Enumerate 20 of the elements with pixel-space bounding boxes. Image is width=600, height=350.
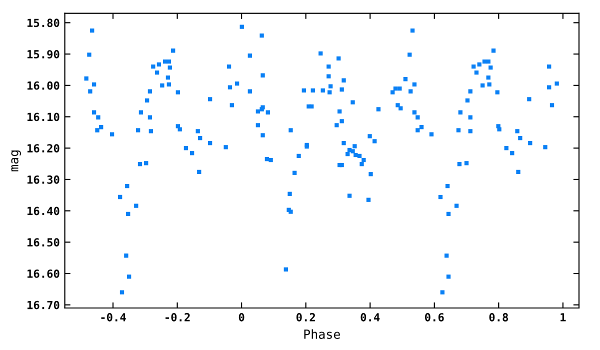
- y-tick-label: 16.10: [28, 112, 60, 122]
- x-tick-label: 0: [238, 313, 244, 322]
- y-tick-label: 16.30: [28, 175, 60, 184]
- y-tick-label: 16.20: [28, 144, 60, 152]
- x-tick-label: 0.2: [296, 313, 315, 322]
- x-tick-label: -0.4: [101, 313, 126, 322]
- x-tick-label: 1: [560, 313, 566, 322]
- y-tick-label: 15.80: [28, 18, 60, 28]
- x-tick-label: 0.6: [425, 313, 444, 322]
- y-tick-label: 15.90: [28, 50, 60, 58]
- x-tick-label: 0.8: [489, 313, 508, 322]
- y-tick-label: 16.60: [28, 269, 60, 278]
- y-axis-title: mag: [11, 150, 21, 172]
- y-tick-label: 16.00: [28, 81, 60, 90]
- x-tick-label: -0.2: [166, 313, 190, 322]
- y-tick-label: 16.70: [28, 300, 60, 310]
- y-tick-label: 16.40: [28, 206, 60, 216]
- y-tick-label: 16.50: [28, 238, 60, 247]
- x-tick-label: 0.4: [360, 313, 380, 322]
- x-axis-title: Phase: [304, 329, 340, 339]
